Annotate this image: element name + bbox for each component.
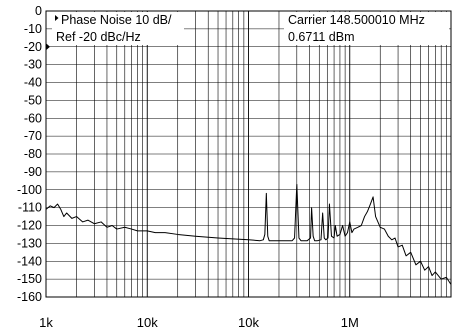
y-tick-labels: 0 -10 -20 -30 -40 -50 -60 -70 -80 -90 -100 -110 -120…	[17, 4, 42, 304]
reference-level-marker	[46, 43, 50, 51]
x-tick-labels: 1k 10k 10k 1M	[39, 315, 359, 330]
y-tick-label: -140	[17, 254, 42, 268]
carrier-level-label: 0.6711 dBm	[288, 30, 354, 44]
y-tick-label: -60	[24, 111, 42, 125]
y-tick-label: -150	[17, 272, 42, 286]
chart-title: Phase Noise 10 dB/	[61, 13, 172, 27]
plot-border	[45, 10, 452, 298]
x-tick-label: 10k	[238, 315, 259, 330]
y-tick-label: -120	[17, 219, 42, 233]
series-layer	[45, 183, 452, 285]
chart-subtitle: Ref -20 dBc/Hz	[56, 30, 141, 44]
title-box-background	[52, 12, 184, 45]
y-tick-label: -160	[17, 290, 42, 304]
carrier-box-background	[284, 12, 449, 45]
y-tick-label: -130	[17, 236, 42, 250]
x-tick-label: 10k	[137, 315, 158, 330]
grid-lines	[46, 10, 451, 298]
y-tick-label: -30	[24, 58, 42, 72]
y-tick-label: 0	[35, 4, 42, 18]
phase-noise-trace	[45, 183, 452, 285]
y-tick-label: -80	[24, 147, 42, 161]
y-tick-label: -70	[24, 129, 42, 143]
y-tick-label: -40	[24, 76, 42, 90]
y-tick-label: -10	[24, 22, 42, 36]
carrier-frequency-label: Carrier 148.500010 MHz	[288, 13, 425, 27]
title-marker-icon	[55, 15, 59, 21]
x-tick-label: 1M	[341, 315, 359, 330]
y-tick-label: -50	[24, 93, 42, 107]
y-tick-label: -90	[24, 165, 42, 179]
y-tick-label: -20	[24, 40, 42, 54]
x-tick-label: 1k	[39, 315, 53, 330]
y-tick-label: -100	[17, 183, 42, 197]
y-tick-label: -110	[18, 201, 42, 215]
